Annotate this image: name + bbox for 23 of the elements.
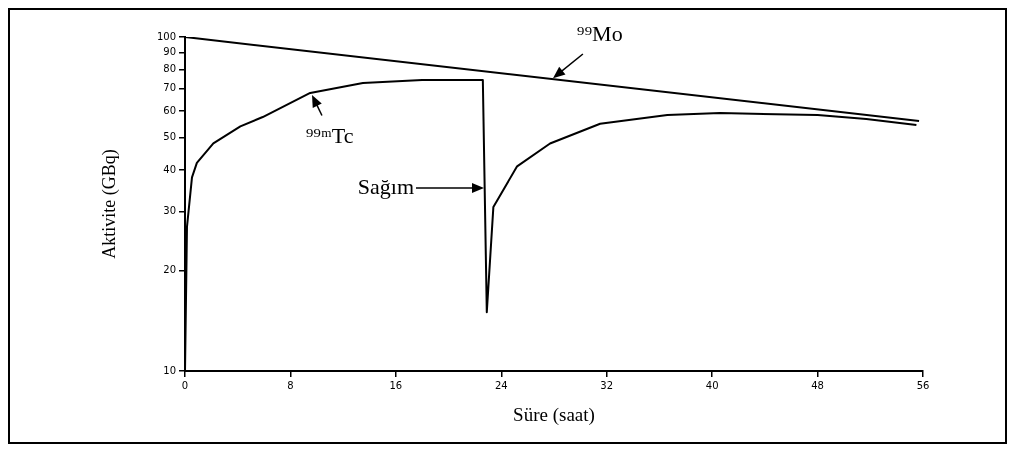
annotation: ⁹⁹ᵐTc: [305, 122, 354, 148]
y-tick-label: 30: [163, 205, 176, 217]
x-tick-label: 8: [287, 379, 294, 391]
x-axis-title: Süre (saat): [513, 403, 595, 426]
x-tick-label: 0: [181, 379, 189, 391]
x-tick-label: 32: [600, 379, 614, 391]
y-tick-label: 100: [156, 30, 176, 42]
annotation: ⁹⁹Mo: [576, 20, 623, 46]
y-tick-label: 60: [163, 104, 176, 116]
x-tick-label: 56: [916, 379, 930, 391]
y-tick-label: 40: [163, 163, 176, 175]
x-tick-label: 24: [494, 379, 508, 391]
x-tick-label: 16: [389, 379, 403, 391]
y-tick-label: 20: [163, 264, 176, 276]
y-tick-label: 10: [163, 364, 176, 376]
y-tick-label: 70: [163, 82, 176, 94]
y-axis-title: Aktivite (GBq): [98, 149, 120, 259]
y-tick-label: 80: [163, 62, 176, 74]
x-tick-label: 40: [705, 379, 719, 391]
y-tick-label: 90: [163, 45, 176, 57]
y-tick-label: 50: [163, 131, 176, 143]
x-tick-label: 48: [811, 379, 824, 391]
annotation: Sağım: [357, 173, 414, 199]
